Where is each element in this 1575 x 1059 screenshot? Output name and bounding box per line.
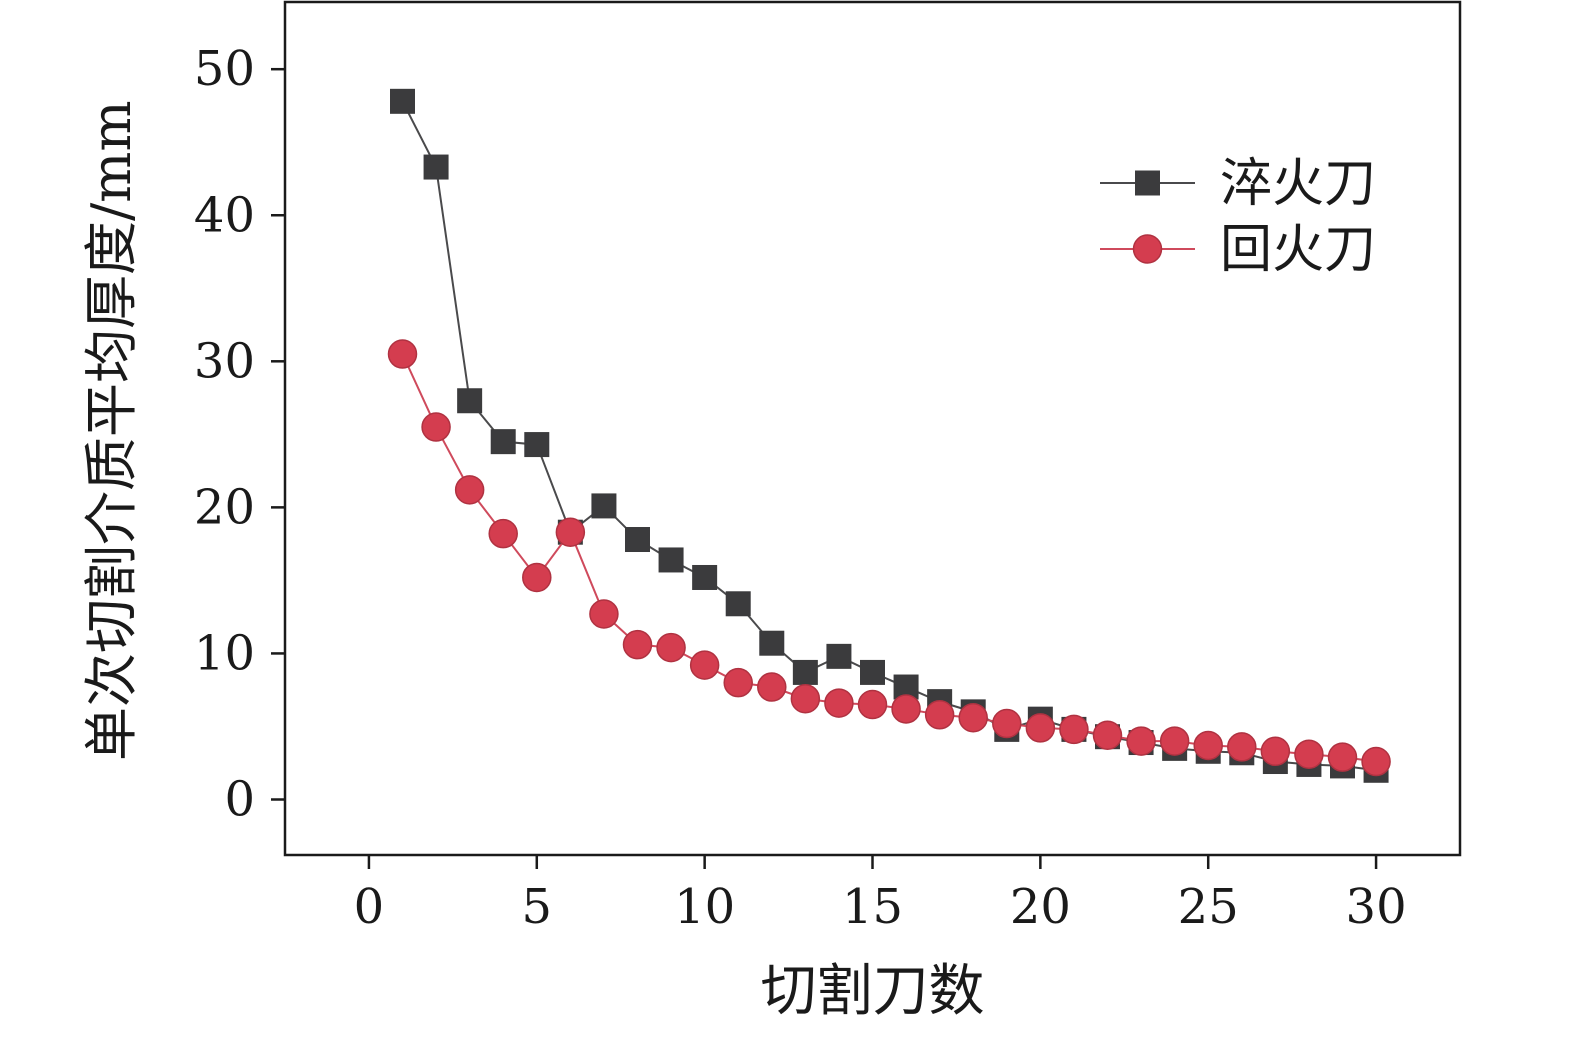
series-marker-circle	[488, 518, 518, 549]
series-marker-circle	[857, 689, 888, 720]
series-marker-circle	[522, 562, 552, 593]
series-marker-circle	[1260, 736, 1291, 767]
series-marker-square	[692, 564, 718, 590]
x-tick-label: 0	[354, 879, 385, 935]
series-marker-square	[826, 643, 852, 669]
series-marker-circle	[992, 708, 1022, 739]
legend-label: 回火刀	[1220, 220, 1376, 280]
series-marker-square	[725, 591, 751, 617]
series-marker-circle	[1132, 234, 1163, 264]
series-marker-circle	[1092, 720, 1123, 750]
series-marker-circle	[1227, 732, 1257, 762]
y-tick-label: 40	[194, 187, 255, 243]
series-line-回火刀	[401, 353, 1377, 763]
y-tick-label: 50	[194, 41, 255, 97]
series-marker-square	[625, 527, 650, 553]
x-tick-label: 5	[522, 879, 553, 935]
series-marker-circle	[757, 672, 787, 702]
axes-frame	[283, 0, 1462, 857]
series-marker-square	[490, 429, 516, 455]
series-marker-square	[658, 547, 684, 573]
series-marker-circle	[1059, 714, 1089, 745]
series-marker-circle	[1193, 730, 1223, 761]
x-tick-label: 20	[1010, 879, 1071, 935]
series-marker-circle	[1025, 713, 1056, 743]
x-tick-label: 30	[1346, 879, 1407, 935]
series-marker-circle	[421, 412, 451, 442]
series-marker-circle	[1159, 726, 1190, 756]
series-marker-square	[390, 88, 415, 114]
series-marker-circle	[1361, 746, 1391, 777]
series-marker-circle	[589, 599, 619, 629]
series-marker-circle	[454, 475, 485, 505]
series-marker-circle	[958, 702, 988, 733]
y-tick-label: 30	[194, 333, 255, 389]
series-marker-square	[860, 659, 885, 685]
series-marker-circle	[1327, 742, 1358, 772]
y-tick-label: 20	[194, 479, 255, 535]
series-marker-square	[1135, 170, 1160, 196]
series-marker-square	[524, 432, 550, 458]
series-marker-square	[591, 493, 617, 519]
series-marker-circle	[555, 517, 586, 547]
series-marker-circle	[656, 632, 686, 663]
x-axis-label: 切割刀数	[761, 959, 985, 1024]
series-marker-square	[457, 388, 483, 414]
series-marker-square	[423, 154, 449, 180]
x-tick-label: 15	[842, 879, 903, 935]
series-marker-circle	[824, 688, 854, 718]
series-marker-circle	[924, 700, 955, 730]
series-marker-circle	[790, 683, 821, 714]
series-marker-circle	[689, 650, 720, 680]
series-marker-square	[759, 630, 785, 656]
y-tick-label: 0	[224, 771, 255, 827]
y-tick-label: 10	[194, 625, 255, 681]
x-tick-label: 25	[1178, 879, 1239, 935]
series-marker-circle	[622, 629, 653, 660]
legend-label: 淬火刀	[1220, 154, 1376, 214]
series-marker-circle	[1126, 726, 1156, 756]
series-marker-circle	[723, 667, 753, 698]
y-axis-label: 单次切割介质平均厚度/mm	[80, 100, 143, 761]
series-marker-square	[792, 659, 818, 685]
series-marker-circle	[387, 339, 418, 369]
series-marker-circle	[1294, 739, 1324, 769]
series-marker-circle	[891, 694, 921, 724]
x-tick-label: 10	[674, 879, 735, 935]
